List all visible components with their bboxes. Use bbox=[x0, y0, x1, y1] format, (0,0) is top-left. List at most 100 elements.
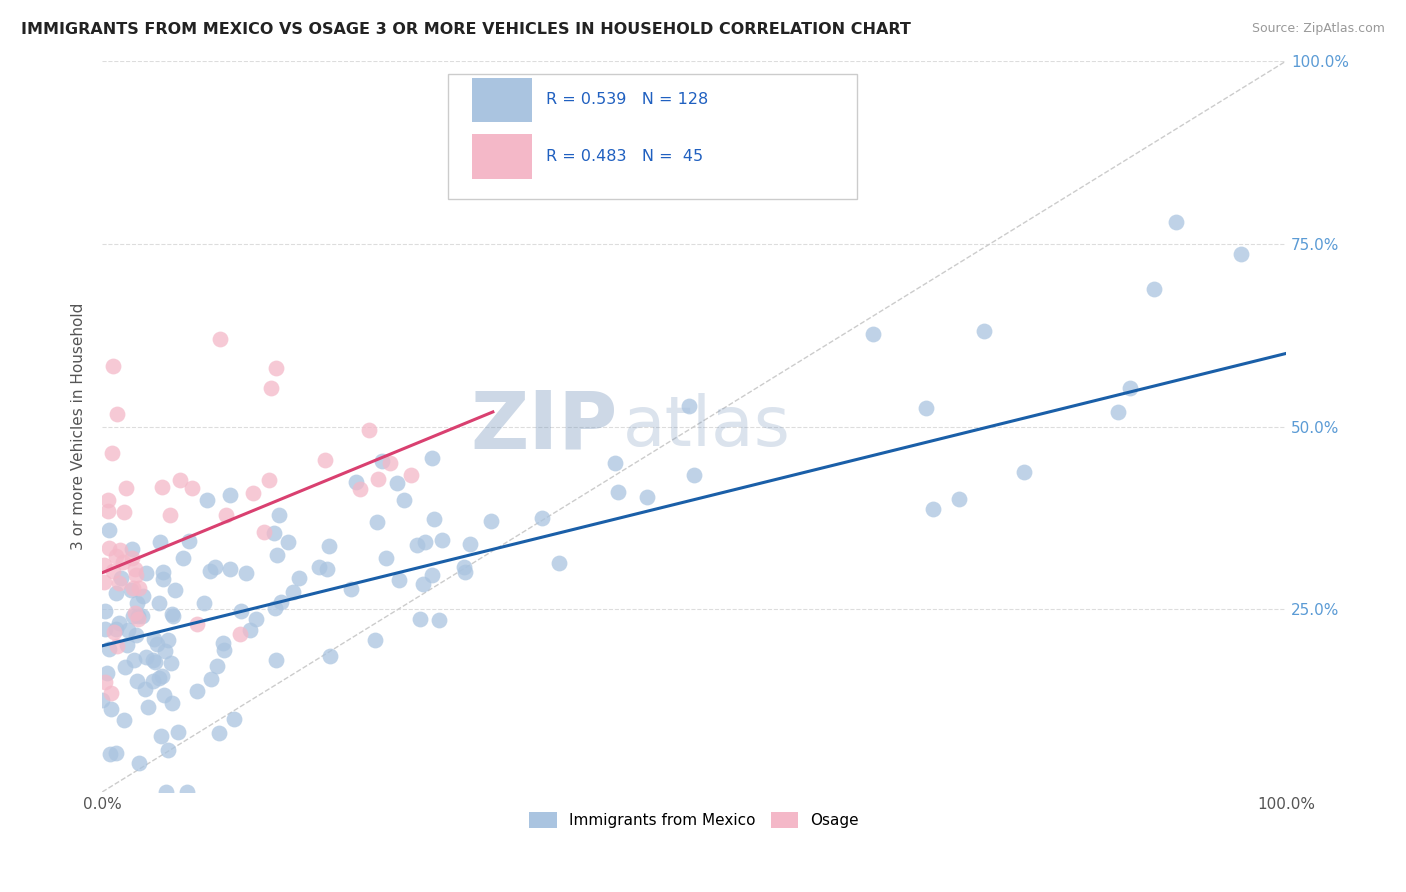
Point bbox=[1107, 405, 1129, 419]
Point bbox=[200, 672, 222, 686]
Point bbox=[277, 535, 299, 549]
Point bbox=[548, 556, 571, 570]
Point bbox=[104, 586, 127, 600]
Point bbox=[318, 539, 340, 553]
Point bbox=[156, 743, 179, 757]
Point bbox=[479, 514, 502, 528]
Point bbox=[209, 332, 232, 346]
Point bbox=[401, 468, 423, 483]
Point bbox=[120, 583, 142, 598]
Point bbox=[454, 565, 477, 579]
Point bbox=[132, 589, 155, 603]
Point bbox=[263, 600, 285, 615]
Point bbox=[682, 467, 704, 482]
Point bbox=[112, 505, 135, 519]
Point bbox=[117, 624, 139, 638]
Point bbox=[288, 571, 311, 585]
Point bbox=[97, 493, 120, 508]
Text: IMMIGRANTS FROM MEXICO VS OSAGE 3 OR MORE VEHICLES IN HOUSEHOLD CORRELATION CHAR: IMMIGRANTS FROM MEXICO VS OSAGE 3 OR MOR… bbox=[21, 22, 911, 37]
Point bbox=[605, 456, 627, 470]
Point bbox=[142, 653, 165, 667]
Point bbox=[308, 560, 330, 574]
Point bbox=[105, 622, 128, 636]
Point bbox=[186, 684, 208, 698]
Point bbox=[193, 596, 215, 610]
Point bbox=[104, 746, 127, 760]
Text: atlas: atlas bbox=[623, 393, 792, 460]
Point bbox=[91, 693, 114, 707]
Point bbox=[152, 572, 174, 586]
Point bbox=[413, 535, 436, 549]
Point bbox=[108, 542, 131, 557]
Point bbox=[270, 595, 292, 609]
Point bbox=[222, 712, 245, 726]
Point bbox=[112, 714, 135, 728]
Point bbox=[1012, 465, 1035, 479]
Point bbox=[179, 533, 201, 548]
Point bbox=[186, 616, 208, 631]
Point bbox=[165, 582, 187, 597]
Point bbox=[1230, 247, 1253, 261]
Point bbox=[128, 756, 150, 771]
Point bbox=[159, 508, 181, 522]
Point bbox=[219, 488, 242, 502]
Point bbox=[100, 685, 122, 699]
Point bbox=[125, 628, 148, 642]
Point bbox=[259, 381, 281, 395]
Point bbox=[166, 725, 188, 739]
Point bbox=[172, 550, 194, 565]
Point bbox=[131, 608, 153, 623]
Point bbox=[152, 565, 174, 579]
Point bbox=[100, 446, 122, 460]
Point bbox=[162, 609, 184, 624]
Text: R = 0.539   N = 128: R = 0.539 N = 128 bbox=[546, 93, 709, 107]
Point bbox=[420, 567, 443, 582]
Point bbox=[110, 571, 132, 585]
Point bbox=[915, 401, 938, 415]
Point bbox=[103, 625, 125, 640]
Text: R = 0.483   N =  45: R = 0.483 N = 45 bbox=[546, 149, 703, 164]
Point bbox=[136, 700, 159, 714]
Point bbox=[157, 632, 180, 647]
Point bbox=[98, 523, 121, 537]
Point bbox=[104, 549, 127, 564]
Point bbox=[408, 612, 430, 626]
Point bbox=[93, 604, 115, 618]
Point bbox=[392, 492, 415, 507]
Point bbox=[114, 481, 136, 495]
Point bbox=[636, 490, 658, 504]
Point bbox=[124, 562, 146, 576]
Point bbox=[211, 636, 233, 650]
Point bbox=[266, 653, 288, 667]
Point bbox=[162, 607, 184, 622]
Point bbox=[149, 535, 172, 549]
Point bbox=[973, 324, 995, 338]
Point bbox=[121, 551, 143, 566]
Point bbox=[94, 675, 117, 690]
Point bbox=[1164, 215, 1187, 229]
Point bbox=[266, 548, 288, 562]
Point bbox=[112, 555, 135, 569]
Point bbox=[124, 653, 146, 667]
Point bbox=[242, 486, 264, 500]
Point bbox=[423, 512, 446, 526]
Point bbox=[121, 541, 143, 556]
Point bbox=[155, 644, 177, 658]
Point bbox=[93, 558, 115, 573]
Y-axis label: 3 or more Vehicles in Household: 3 or more Vehicles in Household bbox=[72, 303, 86, 550]
Point bbox=[253, 525, 276, 540]
Point bbox=[357, 423, 380, 437]
Point bbox=[114, 660, 136, 674]
Point bbox=[380, 456, 402, 470]
Point bbox=[152, 688, 174, 702]
Point bbox=[281, 585, 304, 599]
Point bbox=[146, 637, 169, 651]
Point bbox=[264, 361, 287, 376]
Point bbox=[208, 725, 231, 739]
Point bbox=[239, 623, 262, 637]
Point bbox=[127, 673, 149, 688]
Point bbox=[127, 608, 149, 623]
Point bbox=[259, 473, 281, 487]
Point bbox=[453, 560, 475, 574]
Point bbox=[101, 564, 124, 578]
